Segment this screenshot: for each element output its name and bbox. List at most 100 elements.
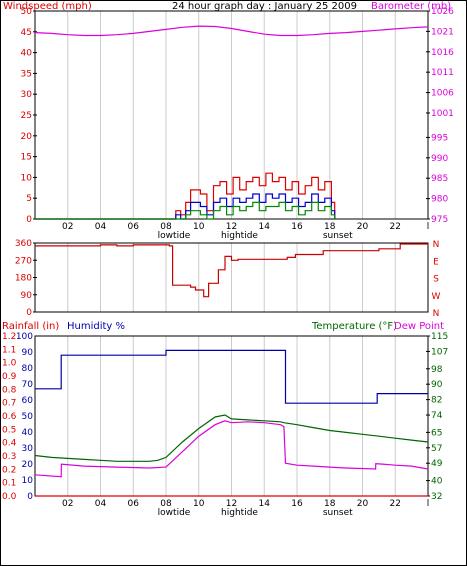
series-humidity [35,349,428,404]
event-label-hightide: hightide [221,231,258,241]
baro-y-tick: 1001 [431,109,454,119]
wind-y-tick: 20 [21,132,33,142]
x-tick-label: 02 [62,222,73,232]
x-tick-label: 08 [160,222,172,232]
temp-y-tick: 90 [431,380,443,390]
temp-y-tick: 74 [431,411,443,421]
dir-y-tick: 270 [15,256,32,266]
wind-y-tick: 25 [21,111,32,121]
x-tick-label: 18 [324,222,336,232]
humidity-y-tick: 100 [16,332,33,342]
rain-y-tick: 1.1 [2,345,16,355]
compass-label: W [432,292,441,302]
humidity-y-tick: 30 [22,444,34,454]
wind-y-tick: 30 [21,90,33,100]
series-dewpoint [34,420,429,478]
rainfall-axis-title: Rainfall (in) [2,321,60,332]
x-tick-label: 02 [62,499,73,509]
wind-y-tick: 45 [21,28,32,38]
temp-y-tick: 49 [431,459,443,469]
humidity-y-tick: 20 [22,460,34,470]
rain-y-tick: 0.0 [2,492,17,502]
rain-y-tick: 0.2 [2,465,16,475]
humidity-y-tick: 0 [27,492,33,502]
wind-y-tick: 15 [21,153,32,163]
x-tick-label: 06 [128,499,140,509]
rain-y-tick: 0.1 [2,479,16,489]
compass-label: N [433,309,440,319]
dir-y-tick: 360 [15,239,32,249]
temp-y-tick: 115 [431,332,448,342]
x-tick-label: 22 [390,222,401,232]
baro-y-tick: 1021 [431,27,454,37]
temperature-axis-title: Temperature (°F) [312,321,398,332]
x-tick-label: 16 [291,499,303,509]
x-tick-label: 22 [390,499,401,509]
x-tick-label: 06 [128,222,140,232]
rain-y-tick: 0.8 [2,385,17,395]
humidity-y-tick: 70 [22,380,34,390]
compass-label: E [433,257,439,267]
compass-label: S [433,275,439,285]
baro-y-tick: 975 [431,215,448,225]
temp-y-tick: 40 [431,477,443,487]
event-label-lowtide: lowtide [158,508,191,518]
rain-y-tick: 0.9 [2,372,17,382]
rain-y-tick: 0.4 [2,439,17,449]
rain-y-tick: 0.5 [2,425,16,435]
humidity-axis-title: Humidity % [67,321,126,332]
series-temperature [34,414,429,462]
event-label-sunset: sunset [323,231,353,241]
temp-y-tick: 82 [431,396,442,406]
series-barometer [34,25,429,37]
dir-y-tick: 180 [15,274,32,284]
wind-y-tick: 0 [26,215,32,225]
series-wind-min [35,201,336,220]
baro-y-tick: 1011 [431,68,454,78]
baro-y-tick: 985 [431,174,448,184]
humidity-y-tick: 90 [22,348,34,358]
rain-y-tick: 0.6 [2,412,17,422]
temp-y-tick: 98 [431,365,443,375]
x-tick-label: 04 [95,499,107,509]
baro-y-tick: 995 [431,133,448,143]
graph-title: 24 hour graph day : January 25 2009 [172,1,357,12]
dir-y-tick: 90 [21,291,33,301]
x-tick-label: 18 [324,499,336,509]
humidity-y-tick: 10 [22,476,34,486]
rain-y-tick: 0.7 [2,399,16,409]
wind-y-tick: 5 [26,194,32,204]
temp-y-tick: 57 [431,444,442,454]
event-label-sunset: sunset [323,508,353,518]
x-tick-label: 20 [357,499,369,509]
humidity-y-tick: 60 [22,396,34,406]
dewpoint-axis-title: Dew Point [394,321,445,332]
humidity-y-tick: 80 [22,364,34,374]
x-tick-label: 12 [226,499,237,509]
x-tick-label: 12 [226,222,237,232]
event-label-lowtide: lowtide [158,231,191,241]
barometer-axis-title: Barometer (mb) [371,1,452,12]
x-tick-label: 20 [357,222,369,232]
windspeed-axis-title: Windspeed (mph) [3,1,92,12]
rain-y-tick: 1.2 [2,332,16,342]
series-direction [35,243,429,298]
humidity-y-tick: 40 [22,428,34,438]
wind-y-tick: 40 [21,49,33,59]
event-label-hightide: hightide [221,508,258,518]
x-tick-label: 04 [95,222,107,232]
series-wind-gust [35,172,336,220]
x-tick-label: 16 [291,222,303,232]
x-tick-label: 10 [193,499,205,509]
baro-y-tick: 1026 [431,7,454,17]
x-tick-label: 14 [259,222,271,232]
x-tick-label: 14 [259,499,271,509]
x-tick-label: 10 [193,222,205,232]
wind-y-tick: 35 [21,69,32,79]
series-wind-avg [35,193,336,220]
temp-y-tick: 107 [431,347,448,357]
baro-y-tick: 980 [431,195,448,205]
wind-y-tick: 10 [21,173,33,183]
